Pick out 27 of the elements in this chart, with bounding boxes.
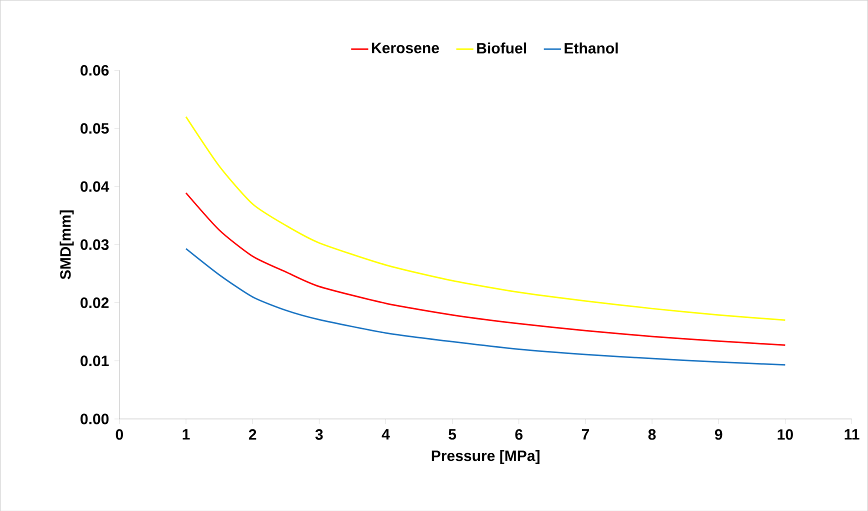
x-axis-title: Pressure [MPa] [432,450,540,464]
y-tick-label: 0.03 [80,239,109,250]
legend-label: Biofuel [477,42,526,54]
x-tick-label: 4 [382,429,390,440]
y-tick-label: 0.05 [80,122,109,134]
y-axis-title: SMD[mm] [60,210,74,280]
y-tick-label: 0.01 [80,355,109,366]
x-tick-label: 3 [315,429,323,440]
x-tick-label: 0 [116,429,123,440]
line-series [185,192,786,346]
line-series [185,248,786,366]
x-tick-label: 5 [448,429,456,440]
y-tick-label: 0.04 [80,181,110,192]
x-tick-label: 2 [248,429,256,440]
x-tick-label: 7 [582,429,589,440]
legend-label: Ethanol [564,42,618,54]
y-tick-label: 0.06 [80,64,109,76]
x-tick-label: 9 [714,429,722,440]
x-tick-label: 6 [515,429,523,440]
x-tick-label: 10 [778,429,793,440]
y-tick-label: 0.02 [80,297,109,308]
y-tick-label: 0.00 [80,413,109,424]
x-tick-label: 1 [182,429,190,440]
line-series [185,116,786,321]
x-tick-label: 11 [844,429,860,440]
legend-label: Kerosene [372,42,439,54]
x-tick-label: 8 [648,429,656,440]
